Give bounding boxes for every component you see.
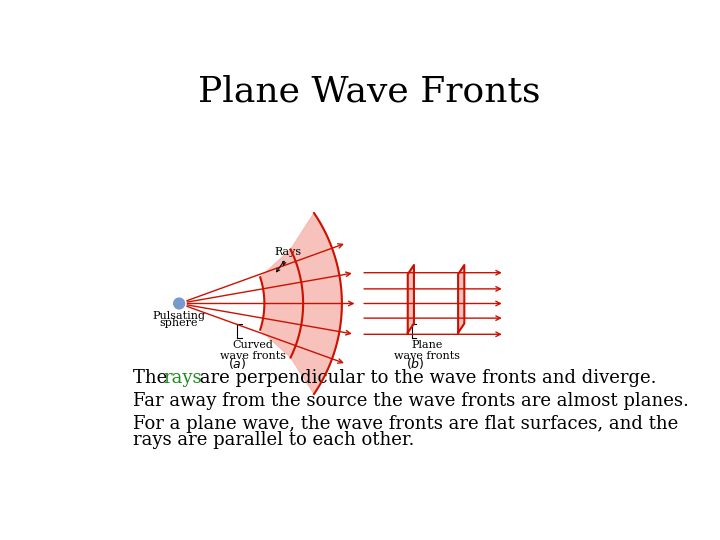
Polygon shape	[291, 213, 342, 394]
Text: Plane
wave fronts: Plane wave fronts	[394, 340, 460, 361]
Text: Rays: Rays	[274, 247, 301, 257]
Text: $(a)$: $(a)$	[228, 356, 246, 371]
Text: Plane Wave Fronts: Plane Wave Fronts	[198, 74, 540, 108]
Polygon shape	[408, 265, 414, 333]
Text: sphere: sphere	[160, 318, 199, 328]
Text: The: The	[132, 369, 173, 387]
Text: rays are parallel to each other.: rays are parallel to each other.	[132, 430, 414, 449]
Circle shape	[174, 298, 184, 309]
Text: are perpendicular to the wave fronts and diverge.: are perpendicular to the wave fronts and…	[194, 369, 656, 387]
Text: Pulsating: Pulsating	[153, 311, 206, 321]
Polygon shape	[458, 265, 464, 333]
Text: Curved
wave fronts: Curved wave fronts	[220, 340, 286, 361]
Text: For a plane wave, the wave fronts are flat surfaces, and the: For a plane wave, the wave fronts are fl…	[132, 415, 678, 433]
Text: $(b)$: $(b)$	[406, 356, 425, 371]
Polygon shape	[260, 249, 303, 357]
Text: Far away from the source the wave fronts are almost planes.: Far away from the source the wave fronts…	[132, 392, 688, 410]
Text: rays: rays	[163, 369, 202, 387]
